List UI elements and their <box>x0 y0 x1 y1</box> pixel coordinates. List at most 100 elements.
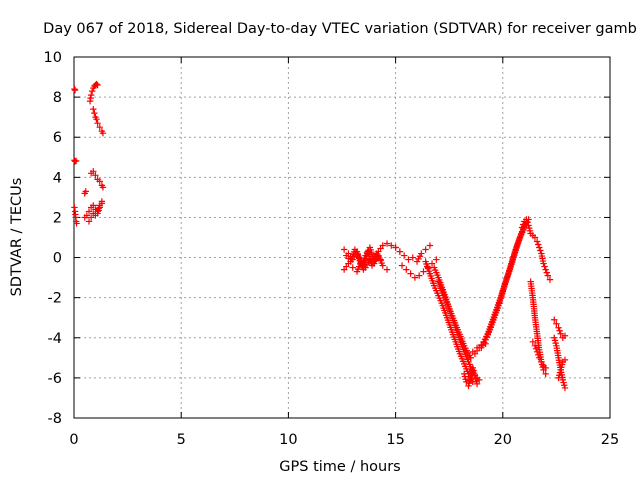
y-axis-label: SDTVAR / TECUs <box>9 178 25 297</box>
data-point <box>85 208 93 215</box>
data-point <box>532 345 540 353</box>
data-point <box>542 266 549 273</box>
y-tick-label: 2 <box>53 210 62 226</box>
data-point <box>94 119 101 127</box>
data-point <box>533 238 541 245</box>
data-point <box>91 109 98 117</box>
y-tick-label: 8 <box>53 90 62 106</box>
data-point <box>83 212 91 219</box>
y-tick-label: -2 <box>48 291 62 307</box>
y-tick-label: -6 <box>48 371 62 387</box>
data-point <box>92 212 99 219</box>
data-point <box>90 202 97 209</box>
data-point <box>94 208 101 215</box>
data-point <box>556 327 563 334</box>
y-tick-label: 4 <box>53 170 62 186</box>
data-point <box>94 81 101 89</box>
data-point <box>403 266 410 273</box>
data-point <box>467 354 474 362</box>
x-tick-label: 5 <box>177 432 186 448</box>
data-point <box>411 274 419 281</box>
data-point <box>536 354 543 362</box>
data-point <box>482 340 489 347</box>
data-point <box>518 224 526 231</box>
data-point <box>473 344 481 352</box>
data-point <box>463 378 470 386</box>
data-point <box>478 342 485 349</box>
data-point <box>523 216 530 223</box>
data-point <box>89 87 96 95</box>
chart-grid <box>74 57 610 418</box>
data-point <box>542 364 549 372</box>
data-point <box>561 332 569 339</box>
y-tick-label: 10 <box>44 50 62 66</box>
data-point <box>340 246 348 253</box>
data-point <box>392 244 399 251</box>
data-point <box>96 123 103 131</box>
data-point <box>519 221 527 228</box>
data-point <box>96 178 103 185</box>
data-point <box>93 80 100 88</box>
plot-frame <box>73 56 611 419</box>
y-tick-label: -8 <box>48 411 62 427</box>
data-point <box>85 218 93 225</box>
data-point <box>71 85 78 93</box>
data-point <box>93 115 100 123</box>
data-point <box>71 86 79 94</box>
data-point <box>87 214 95 221</box>
data-point <box>543 269 550 276</box>
data-point <box>379 262 386 269</box>
y-tick-label: -4 <box>48 331 62 347</box>
y-tick-label: 0 <box>53 251 62 267</box>
x-tick-label: 0 <box>69 432 78 448</box>
data-point <box>90 168 97 175</box>
data-point <box>405 256 412 263</box>
data-point <box>396 248 404 255</box>
data-point <box>536 244 543 251</box>
data-point <box>422 246 429 253</box>
data-point <box>409 254 416 261</box>
data-series <box>71 80 569 392</box>
data-point <box>71 204 78 211</box>
data-point <box>92 172 99 179</box>
data-point <box>531 342 539 349</box>
x-axis-label: GPS time / hours <box>279 459 400 475</box>
data-point <box>428 260 436 267</box>
data-point <box>537 247 544 254</box>
data-point <box>541 263 548 270</box>
data-point <box>557 330 564 337</box>
data-point <box>534 351 542 359</box>
data-point <box>349 264 356 271</box>
chart-axes: 0 5 10 15 20 25 -8 -6 -4 -2 0 2 4 6 8 10 <box>44 50 620 448</box>
data-point <box>388 242 395 249</box>
data-point <box>533 348 541 356</box>
data-point <box>99 184 107 191</box>
data-point <box>379 242 386 249</box>
y-tick-label: 6 <box>53 130 62 146</box>
data-point <box>98 198 106 205</box>
data-point <box>469 348 476 356</box>
x-tick-label: 20 <box>494 432 512 448</box>
data-point <box>476 376 483 384</box>
data-point <box>473 380 481 388</box>
data-point <box>561 384 569 392</box>
data-point <box>524 219 531 226</box>
data-point <box>534 241 542 248</box>
data-point <box>415 272 423 279</box>
x-tick-label: 25 <box>601 432 619 448</box>
data-point <box>383 240 391 247</box>
data-point <box>544 272 552 279</box>
x-tick-label: 10 <box>279 432 297 448</box>
data-point <box>99 130 107 137</box>
data-point <box>95 205 102 212</box>
data-point <box>542 370 549 378</box>
data-point <box>407 270 414 277</box>
data-point <box>433 256 440 263</box>
chart-title: Day 067 of 2018, Sidereal Day-to-day VTE… <box>43 21 637 37</box>
data-point <box>529 338 537 345</box>
data-point <box>551 316 558 323</box>
data-point <box>538 358 545 366</box>
data-point <box>555 324 562 331</box>
data-point <box>377 256 384 263</box>
